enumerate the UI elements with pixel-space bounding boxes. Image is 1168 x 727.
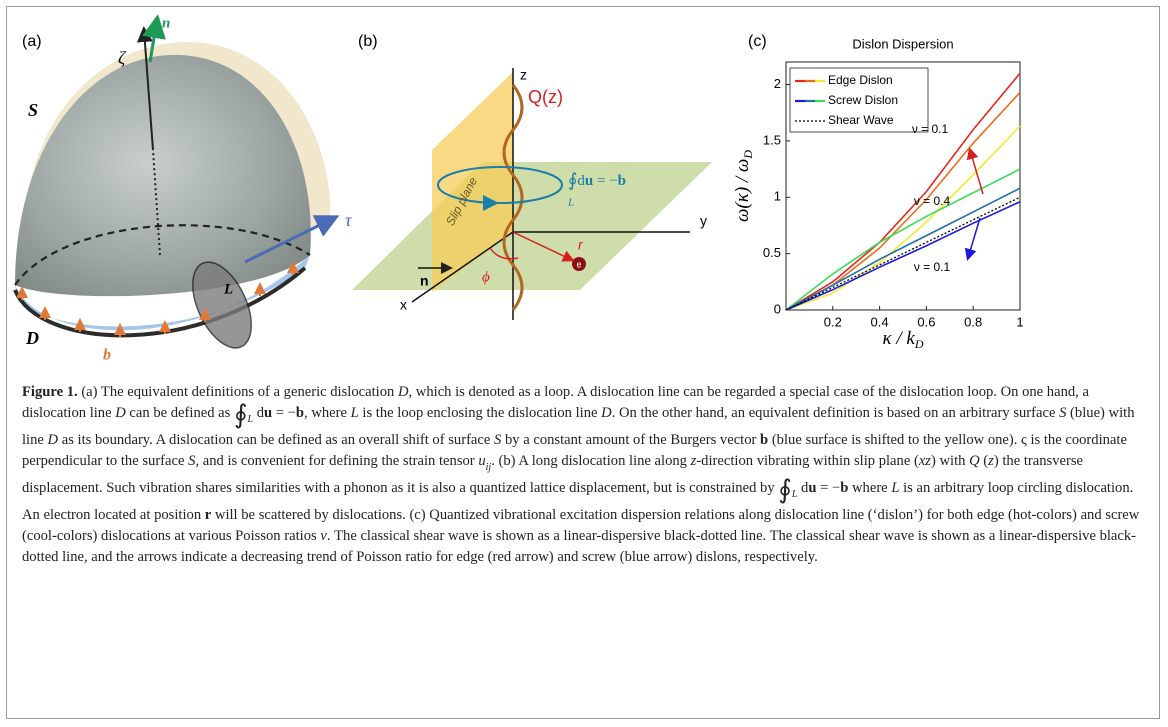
z-label: z: [520, 67, 527, 83]
integral-sign: ∮: [568, 170, 577, 190]
legend-label: Screw Dislon: [828, 93, 898, 107]
caption-run: D: [115, 405, 126, 421]
caption-run: b: [296, 405, 304, 421]
x-tick-label: 0.8: [964, 314, 982, 329]
figure-panels: (a) ζ n S τ L D b (b): [0, 0, 1168, 370]
caption-run: D: [48, 432, 59, 448]
x-axis-label-main: κ / k: [882, 328, 915, 349]
q-label: Q(z): [528, 87, 563, 107]
panel-label: (a): [22, 33, 42, 50]
l-label: L: [223, 281, 233, 297]
caption-run: D: [398, 384, 409, 400]
x-axis-label-sub: D: [914, 337, 924, 351]
caption-run: as its boundary. A dislocation can be de…: [58, 432, 494, 448]
y-axis-label-sub: D: [741, 150, 755, 160]
legend-label: Edge Dislon: [828, 73, 893, 87]
n-label: n: [162, 15, 170, 31]
caption-run: xz: [919, 453, 931, 469]
horizontal-plane: [352, 162, 712, 290]
caption-run: (a) The equivalent definitions of a gene…: [78, 384, 398, 400]
x-tick-label: 0.2: [824, 314, 842, 329]
x-label: x: [400, 297, 407, 313]
caption-run: ) with: [931, 453, 969, 469]
x-axis-label: κ / kD: [882, 328, 923, 350]
caption-run: Q: [969, 453, 980, 469]
caption-run: ∮: [778, 475, 792, 504]
caption-run: can be defined as: [126, 405, 234, 421]
caption-run: is the loop enclosing the dislocation li…: [359, 405, 601, 421]
legend-label: Shear Wave: [828, 113, 894, 127]
panel-c: (c) Dislon Dispersion κ / kD ω(κ) / ωD 0…: [732, 33, 1023, 351]
integral-b: b: [618, 173, 626, 189]
caption-run: . (b) A long dislocation line along: [491, 453, 690, 469]
caption-run: Figure 1.: [22, 384, 78, 400]
caption-run: -direction vibrating within slip plane (: [696, 453, 919, 469]
n-label: n: [420, 273, 429, 289]
caption-run: where: [848, 480, 891, 496]
caption-run: d: [253, 405, 264, 421]
y-tick-label: 1.5: [763, 132, 781, 147]
y-tick-label: 2: [774, 76, 781, 91]
y-tick-label: 0.5: [763, 245, 781, 260]
loop-integral: ∮du = −b: [568, 170, 626, 190]
caption-run: D: [601, 405, 612, 421]
caption-run: by a constant amount of the Burgers vect…: [501, 432, 760, 448]
y-label: y: [700, 213, 707, 229]
caption-run: , where: [304, 405, 351, 421]
y-axis-label: ω(κ) / ωD: [732, 150, 754, 222]
e-label: e: [576, 259, 581, 269]
annotation: ν = 0.4: [914, 194, 951, 208]
y-tick-label: 1: [774, 189, 781, 204]
phi-label: ϕ: [482, 269, 490, 285]
caption-run: u: [478, 453, 485, 469]
tau-label: τ: [345, 210, 352, 230]
panel-label: (b): [358, 33, 378, 50]
caption-run: L: [351, 405, 359, 421]
x-tick-label: 0.4: [871, 314, 889, 329]
caption-run: ∮: [234, 400, 248, 429]
figure-caption: Figure 1. (a) The equivalent definitions…: [22, 382, 1150, 568]
panel-b: (b) z Q(z) ∮du = −b L Slip plane y x n ϕ…: [352, 33, 712, 320]
b-label: b: [103, 347, 111, 364]
integral-sub: L: [567, 197, 574, 209]
y-axis-label-main: ω(κ) / ω: [732, 159, 753, 222]
chart-title: Dislon Dispersion: [852, 36, 953, 51]
caption-run: (: [980, 453, 989, 469]
integral-u: u: [585, 173, 593, 189]
d-label: D: [25, 328, 39, 348]
x-tick-label: 1: [1016, 314, 1023, 329]
caption-run: . On the other hand, an equivalent defin…: [612, 405, 1059, 421]
caption-run: , and is convenient for defining the str…: [195, 453, 478, 469]
caption-run: = −: [272, 405, 296, 421]
y-tick-label: 0: [774, 301, 781, 316]
caption-run: d: [797, 480, 808, 496]
annotation: ν = 0.1: [914, 260, 951, 274]
annotation: ν = 0.1: [912, 122, 949, 136]
caption-run: u: [264, 405, 272, 421]
panel-label: (c): [748, 33, 767, 50]
s-label: S: [28, 100, 38, 120]
page: { "panel_a": {"label": "(a)", "zeta": "ζ…: [0, 0, 1168, 727]
x-tick-label: 0.6: [917, 314, 935, 329]
panel-a: (a) ζ n S τ L D b: [15, 15, 352, 363]
integral-eq: = −: [593, 173, 617, 189]
caption-run: b: [760, 432, 768, 448]
caption-run: = −: [816, 480, 840, 496]
